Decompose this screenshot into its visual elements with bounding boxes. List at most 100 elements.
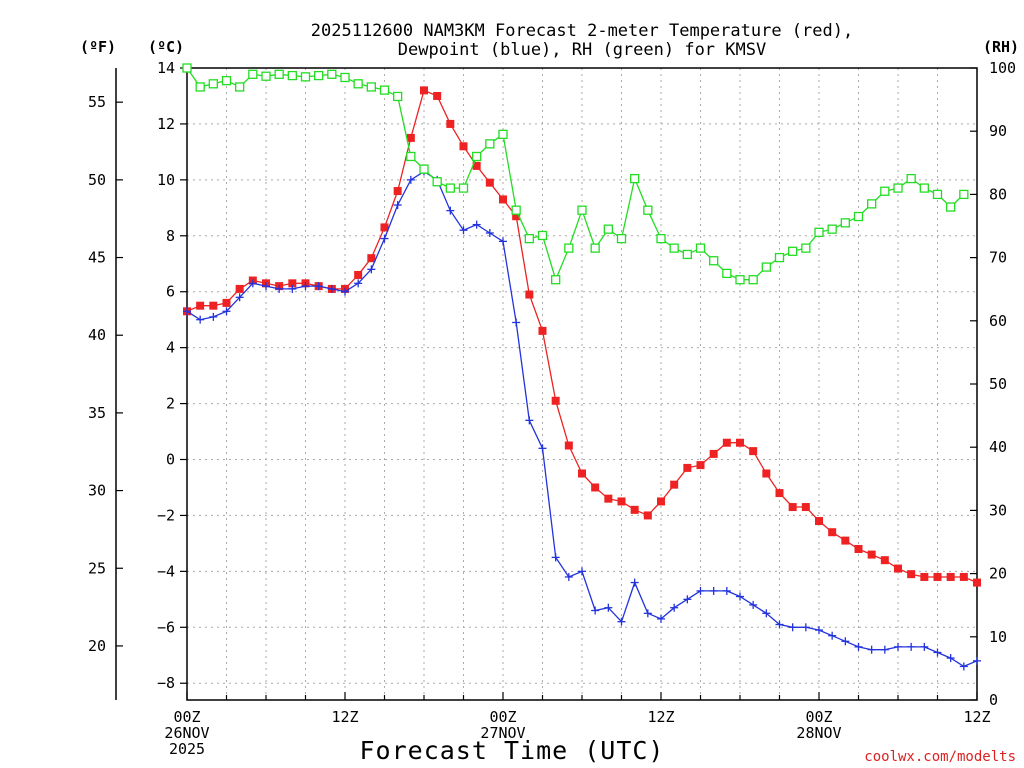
data-point xyxy=(841,536,850,545)
data-point xyxy=(301,282,310,291)
data-point xyxy=(880,645,889,654)
rh-tick-label: 70 xyxy=(989,249,1007,267)
data-point xyxy=(788,503,797,512)
data-point xyxy=(433,91,442,100)
data-point xyxy=(933,648,942,657)
data-point xyxy=(709,586,718,595)
fahrenheit-tick-label: 30 xyxy=(88,482,106,500)
data-point xyxy=(722,438,731,447)
data-point xyxy=(748,275,758,285)
data-point xyxy=(564,441,573,450)
fahrenheit-tick-label: 50 xyxy=(88,171,106,189)
data-point xyxy=(196,315,205,324)
data-point xyxy=(380,223,389,232)
rh-tick-label: 90 xyxy=(989,122,1007,140)
rh-tick-label: 100 xyxy=(989,59,1016,77)
time-tick-label: 00Z xyxy=(805,708,832,726)
data-point xyxy=(182,63,192,73)
data-point xyxy=(933,572,942,581)
data-point xyxy=(762,469,771,478)
data-point xyxy=(288,284,297,293)
data-point xyxy=(379,85,390,95)
data-point xyxy=(288,279,297,288)
data-point xyxy=(367,254,376,263)
fahrenheit-tick-label: 20 xyxy=(88,637,106,655)
celsius-tick-label: 14 xyxy=(157,59,175,77)
data-point xyxy=(459,226,468,235)
data-point xyxy=(235,284,244,293)
data-point xyxy=(419,164,429,174)
data-point xyxy=(894,564,902,573)
rh-tick-label: 60 xyxy=(989,312,1007,330)
data-point xyxy=(906,173,916,184)
data-point xyxy=(235,82,245,92)
data-point xyxy=(406,133,415,142)
data-point xyxy=(406,175,415,184)
data-point xyxy=(538,326,547,335)
time-tick-label: 12Z xyxy=(963,708,990,726)
celsius-tick-label: 10 xyxy=(157,171,175,189)
data-point xyxy=(669,243,679,253)
data-point xyxy=(603,224,613,234)
grid-lines xyxy=(187,68,977,700)
data-point xyxy=(749,600,758,609)
data-point xyxy=(920,642,929,651)
data-point xyxy=(274,69,284,79)
data-point xyxy=(472,161,481,170)
data-point xyxy=(577,205,587,215)
data-point xyxy=(354,270,363,279)
series-rh xyxy=(182,63,969,285)
fahrenheit-unit-label: (ºF) xyxy=(80,38,116,56)
data-point xyxy=(340,72,350,83)
data-point xyxy=(630,578,639,587)
data-point xyxy=(959,572,968,581)
data-point xyxy=(604,494,613,503)
data-point xyxy=(775,620,784,629)
data-point xyxy=(511,205,521,215)
data-point xyxy=(932,189,943,200)
time-tick-label: 28NOV xyxy=(796,724,841,742)
data-point xyxy=(643,511,652,520)
data-point xyxy=(657,614,665,623)
title-block: 2025112600 NAM3KM Forecast 2-meter Tempe… xyxy=(311,21,853,60)
data-point xyxy=(867,199,877,209)
data-point xyxy=(221,75,232,86)
celsius-tick-label: −4 xyxy=(157,562,175,580)
data-point xyxy=(683,595,692,604)
data-point xyxy=(617,497,626,506)
data-point xyxy=(591,606,600,615)
credit-label: coolwx.com/modelts xyxy=(864,749,1016,765)
data-point xyxy=(920,572,929,581)
data-series xyxy=(182,63,981,671)
data-point xyxy=(512,212,521,221)
data-point xyxy=(788,623,797,632)
fahrenheit-tick-label: 55 xyxy=(88,93,106,111)
data-point xyxy=(327,69,337,79)
data-point xyxy=(893,183,903,193)
data-point xyxy=(551,553,560,562)
data-point xyxy=(525,290,534,299)
data-point xyxy=(564,243,574,253)
celsius-tick-label: 6 xyxy=(166,283,175,301)
data-point xyxy=(946,202,956,212)
data-point xyxy=(841,637,850,646)
data-point xyxy=(815,626,823,635)
fahrenheit-tick-label: 25 xyxy=(88,559,106,577)
time-tick-label: 12Z xyxy=(331,708,358,726)
celsius-tick-label: 12 xyxy=(157,115,175,133)
data-point xyxy=(907,570,916,579)
fahrenheit-tick-label: 45 xyxy=(88,249,106,267)
data-point xyxy=(248,69,258,79)
rh-tick-label: 80 xyxy=(989,185,1007,203)
data-point xyxy=(498,129,508,140)
data-point xyxy=(195,82,205,92)
data-point xyxy=(183,307,191,316)
celsius-tick-label: −6 xyxy=(157,618,175,636)
time-tick-label: 00Z xyxy=(173,708,200,726)
data-point xyxy=(578,567,586,576)
data-point xyxy=(722,268,732,279)
data-point xyxy=(722,586,731,595)
data-point xyxy=(196,301,205,310)
time-tick-label: 2025 xyxy=(169,740,205,758)
data-point xyxy=(827,224,837,234)
